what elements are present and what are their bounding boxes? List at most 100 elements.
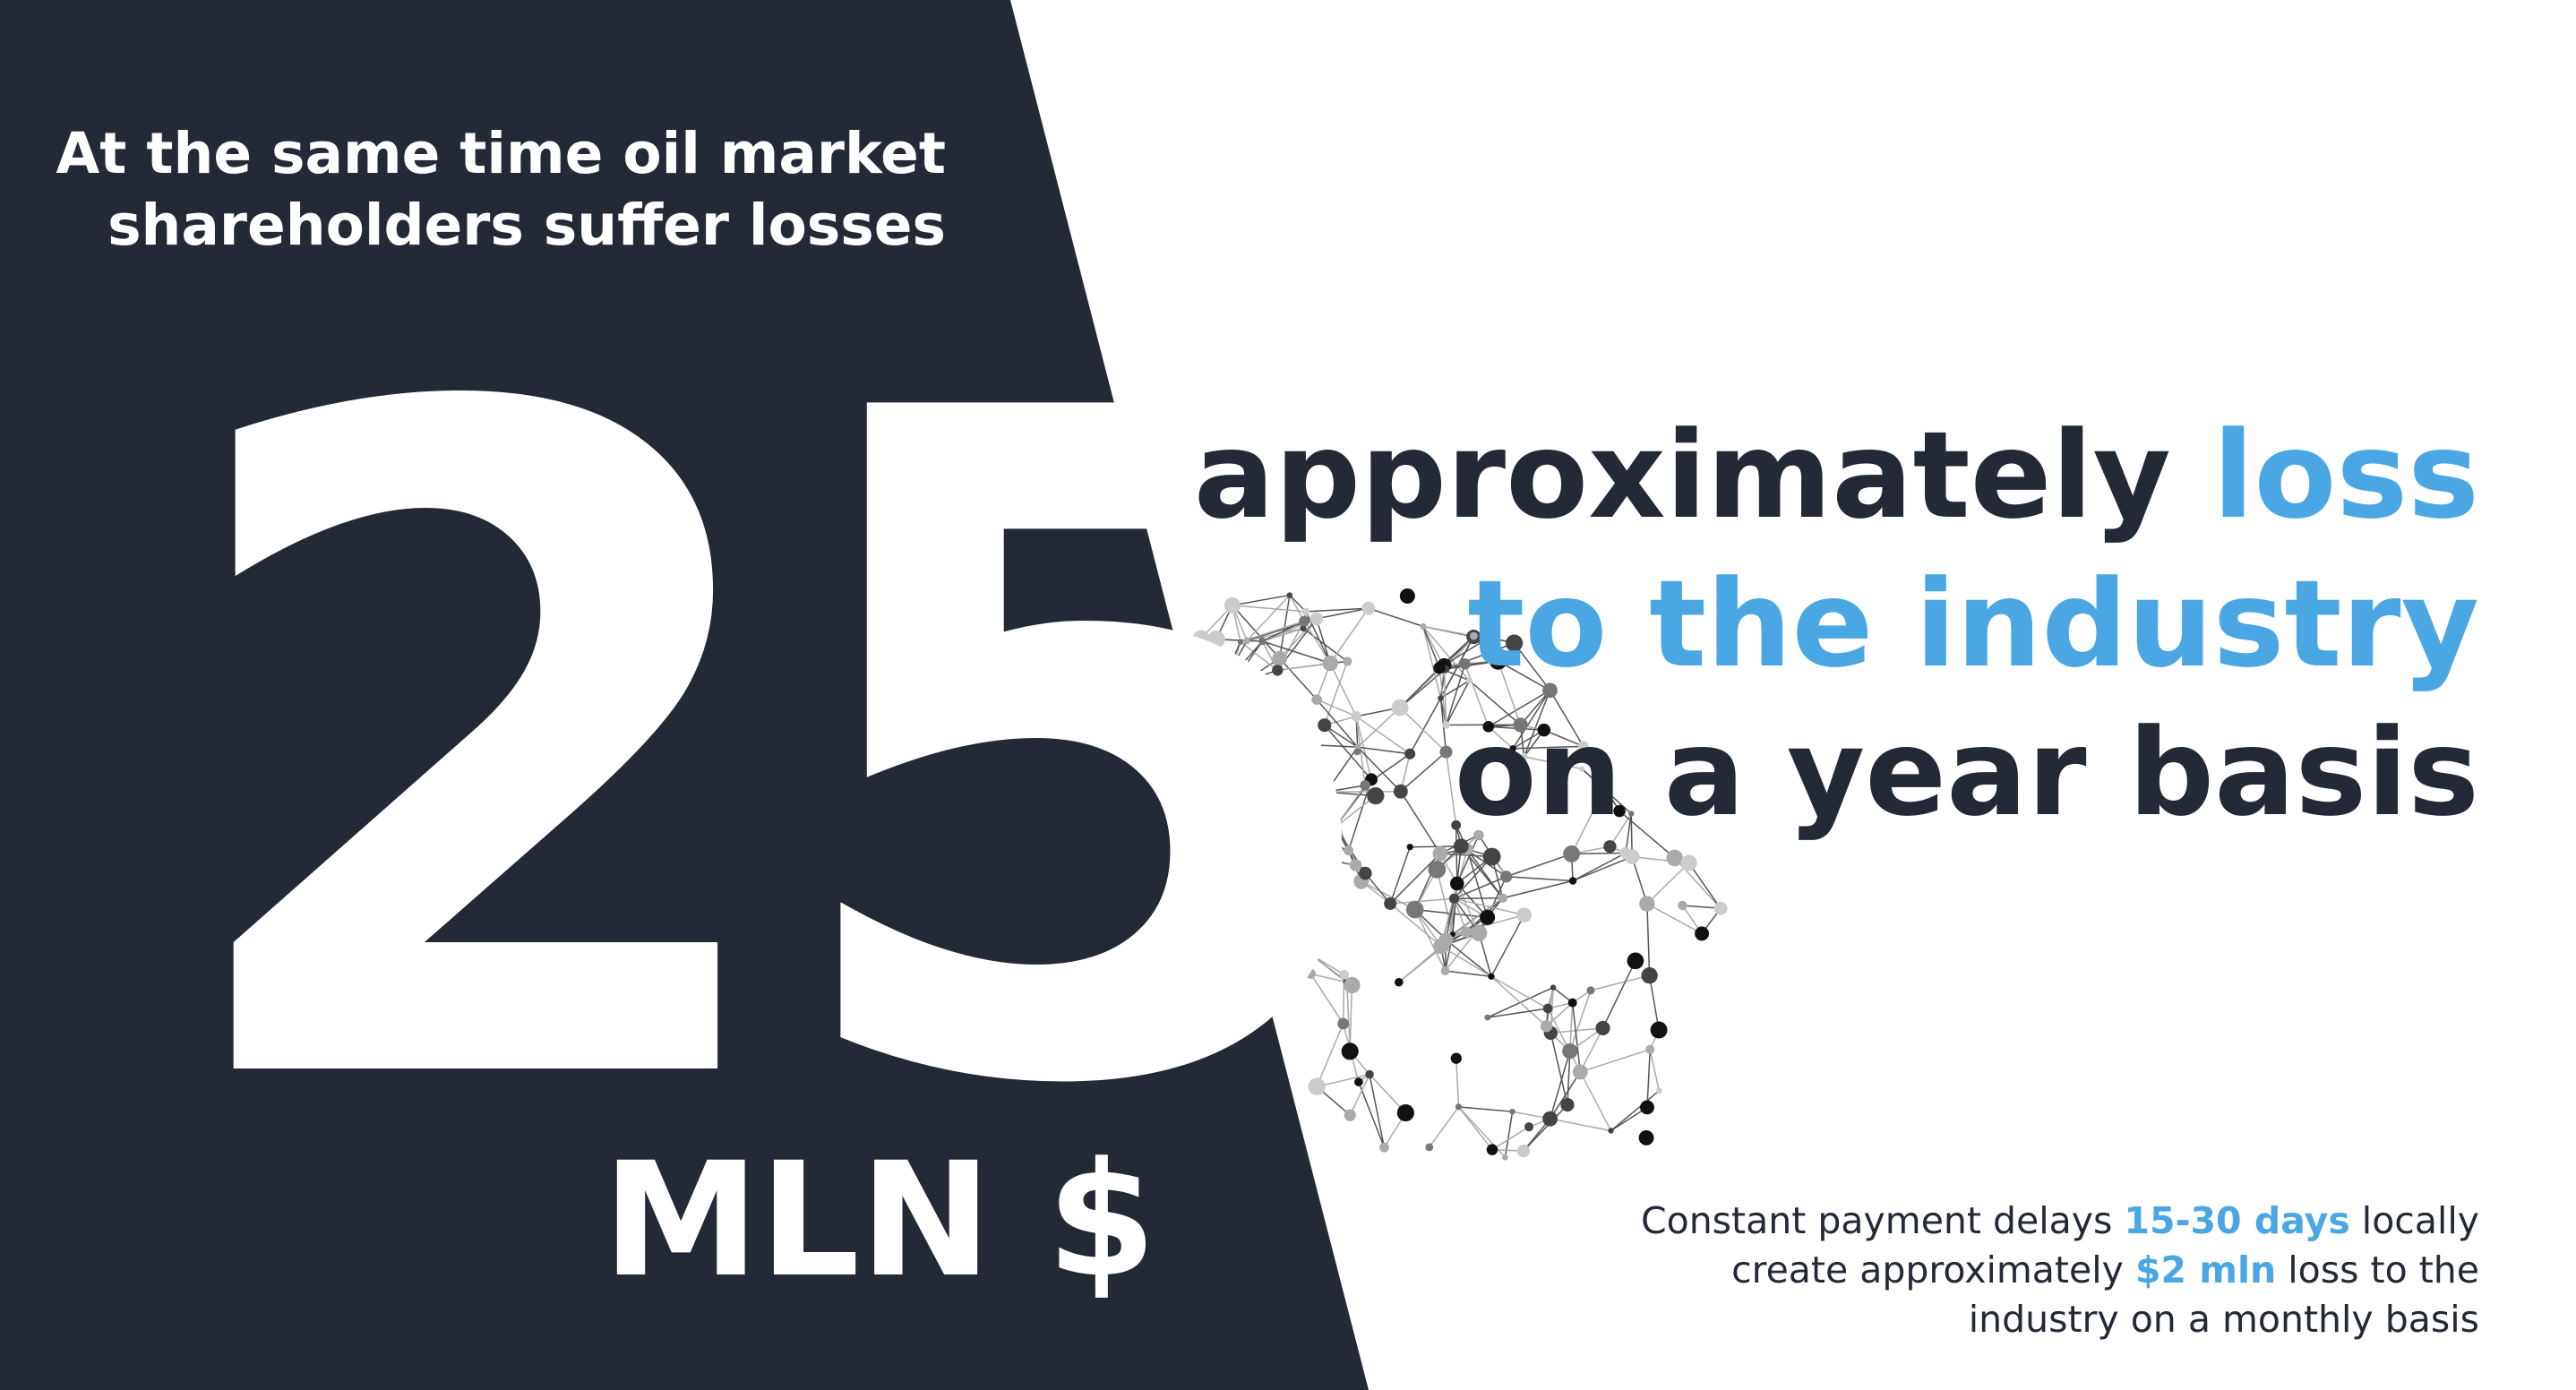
network-node: [1453, 838, 1469, 854]
network-node: [1542, 682, 1558, 699]
tagline-word-approximately: approximately: [1193, 406, 2171, 545]
network-node: [1603, 840, 1617, 854]
network-node: [1473, 829, 1484, 841]
network-node: [1344, 845, 1354, 856]
network-node: [1272, 665, 1284, 676]
network-node: [1509, 1108, 1516, 1115]
network-node: [1301, 607, 1310, 616]
network-node: [1200, 681, 1213, 693]
network-node: [1655, 1087, 1662, 1094]
network-node: [1578, 766, 1585, 772]
unit-label: MLN $: [602, 1128, 1156, 1312]
network-node: [1258, 637, 1267, 646]
network-node: [1192, 630, 1210, 648]
network-node: [1235, 777, 1248, 789]
network-node: [1276, 840, 1292, 855]
network-node: [1524, 1122, 1534, 1132]
headline-line-1: At the same time oil market: [56, 121, 946, 186]
network-node: [1311, 694, 1322, 706]
network-node: [1509, 745, 1516, 752]
network-node: [1425, 1143, 1434, 1152]
network-node: [1540, 1020, 1553, 1033]
network-node: [1627, 952, 1644, 970]
network-node: [1650, 1021, 1668, 1039]
network-node: [1354, 1077, 1363, 1086]
network-node: [1393, 784, 1408, 799]
network-node: [1354, 743, 1361, 751]
footnote: Constant payment delays 15-30 days local…: [1494, 1197, 2479, 1344]
network-node: [1438, 695, 1444, 701]
tagline-line-1: approximately loss: [1136, 401, 2479, 550]
footnote-line-1: Constant payment delays 15-30 days local…: [1494, 1197, 2479, 1246]
network-node: [1442, 721, 1450, 729]
network-node: [1586, 986, 1595, 995]
network-node: [1206, 630, 1225, 648]
network-node: [1280, 819, 1294, 833]
network-node: [1361, 601, 1376, 615]
network-node: [1341, 1042, 1359, 1060]
network-node: [1639, 896, 1655, 912]
network-node: [1283, 768, 1301, 787]
network-node: [1678, 900, 1687, 911]
network-node: [1451, 819, 1462, 830]
network-node: [1440, 966, 1450, 975]
network-node: [1567, 998, 1577, 1008]
headline-line-2: shareholders suffer losses: [107, 193, 946, 258]
network-node: [1481, 630, 1498, 646]
network-node: [1379, 1142, 1389, 1153]
network-node: [1470, 631, 1478, 640]
network-node: [1577, 741, 1589, 752]
network-node: [1432, 845, 1448, 862]
network-node: [1502, 1154, 1508, 1161]
network-node: [1395, 977, 1404, 987]
network-node: [1645, 1044, 1655, 1054]
network-nodes: [1192, 588, 1728, 1161]
footnote-highlight-amount: $2 mln: [2134, 1248, 2277, 1291]
network-node: [1286, 592, 1293, 598]
network-node: [1480, 909, 1496, 925]
network-node: [1562, 1042, 1578, 1060]
network-node: [1460, 926, 1473, 938]
network-node: [1330, 821, 1342, 833]
network-node: [1396, 1103, 1414, 1122]
tagline-line-3: on a year basis: [1454, 703, 2479, 843]
network-node: [1470, 924, 1488, 942]
network-node: [1344, 1109, 1356, 1121]
network-node: [1237, 639, 1244, 645]
network-node: [1450, 1052, 1462, 1064]
network-node: [1308, 1077, 1326, 1095]
network-node: [1339, 969, 1350, 980]
network-node: [1428, 860, 1447, 879]
network-node: [1300, 625, 1307, 632]
network-node: [1391, 699, 1409, 716]
network-node: [1404, 748, 1416, 759]
network-node: [1641, 967, 1658, 984]
network-node: [1542, 1003, 1553, 1014]
network-node: [1351, 711, 1361, 722]
network-node: [1344, 976, 1361, 994]
network-node: [1542, 1111, 1558, 1127]
network-node: [1516, 907, 1533, 923]
network-node: [1613, 804, 1626, 818]
network-node: [1537, 723, 1550, 737]
network-node: [1353, 748, 1361, 756]
footnote-text: create approximately: [1731, 1248, 2124, 1291]
network-node: [1619, 847, 1632, 859]
network-node: [1459, 658, 1471, 670]
network-node: [1513, 717, 1528, 733]
network-node: [1248, 813, 1258, 823]
network-node: [1550, 984, 1557, 991]
network-node: [1309, 612, 1324, 626]
network-node: [1308, 951, 1314, 957]
network-node: [1516, 1144, 1531, 1158]
network-node: [1638, 1129, 1654, 1145]
footnote-text: Constant payment delays: [1640, 1199, 2113, 1242]
headline: At the same time oil market shareholders…: [50, 118, 946, 262]
network-node: [1627, 811, 1635, 817]
network-node: [1318, 718, 1332, 733]
network-node: [1500, 871, 1513, 883]
network-node: [1299, 615, 1310, 627]
network-node: [1572, 1064, 1588, 1080]
network-node: [1595, 1020, 1610, 1035]
network-node: [1405, 900, 1424, 919]
